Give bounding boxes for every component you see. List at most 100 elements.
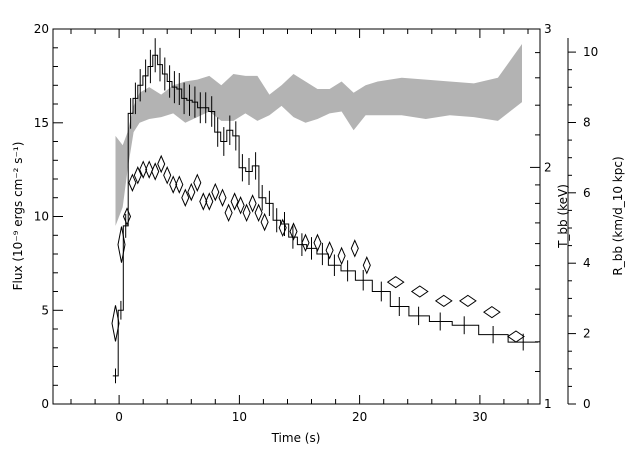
temperature-diamond <box>111 305 120 342</box>
radius-band <box>115 44 522 226</box>
flux-point <box>194 101 196 103</box>
temperature-axis-title: T_bb (keV) <box>556 184 570 249</box>
flux-point <box>241 167 243 169</box>
temperature-tick-label: 1 <box>544 397 552 411</box>
flux-point <box>154 54 156 56</box>
flux-point <box>310 247 313 249</box>
temperature-diamond <box>151 162 160 181</box>
flux-point <box>255 165 257 167</box>
flux-point <box>199 107 201 109</box>
temperature-diamond <box>350 239 359 258</box>
temperature-diamond <box>260 212 269 232</box>
flux-point <box>248 170 250 173</box>
y-tick-label: 0 <box>41 397 49 411</box>
temperature-diamond <box>242 203 251 223</box>
flux-point <box>492 334 494 336</box>
x-tick-label: 0 <box>115 410 123 424</box>
axes-layer <box>52 28 576 405</box>
y-axis-title: Flux (10⁻⁹ ergs cm⁻² s⁻¹) <box>11 142 25 291</box>
temperature-diamond <box>224 203 233 223</box>
flux-point <box>321 253 323 255</box>
flux-histogram <box>112 54 539 377</box>
flux-point <box>178 88 180 90</box>
flux-point <box>362 279 364 281</box>
flux-point <box>223 140 225 143</box>
flux-point <box>463 324 465 326</box>
temperature-diamond <box>362 256 371 275</box>
temperature-diamond <box>163 166 172 185</box>
flux-point <box>114 375 117 377</box>
x-tick-label: 10 <box>232 410 247 424</box>
temperature-diamond <box>313 233 322 253</box>
temperature-diamond <box>181 188 190 207</box>
flux-point <box>183 97 185 99</box>
temperature-diamond <box>122 207 132 226</box>
flux-point <box>333 264 335 266</box>
flux-point <box>276 219 278 221</box>
flux-point <box>229 129 231 131</box>
flux-layer <box>112 38 539 384</box>
radius-tick-label: 8 <box>583 116 591 130</box>
temperature-diamond <box>236 196 245 215</box>
flux-point <box>173 86 175 88</box>
x-tick-label: 20 <box>352 410 367 424</box>
radius-tick-label: 10 <box>583 45 598 59</box>
temperature-diamond <box>199 192 208 211</box>
y-tick-label: 5 <box>41 303 49 317</box>
flux-point <box>261 197 263 199</box>
flux-point <box>159 64 161 66</box>
radius-tick-label: 4 <box>583 256 591 270</box>
temperature-diamond <box>254 203 263 223</box>
temperature-diamond <box>410 285 429 298</box>
temperature-diamond-layer <box>111 154 525 343</box>
temperature-diamond <box>218 188 227 207</box>
radius-band-layer <box>115 44 522 226</box>
radius-tick-label: 6 <box>583 186 591 200</box>
flux-point <box>439 320 441 323</box>
flux-point <box>522 341 524 343</box>
flux-point <box>211 110 213 113</box>
temperature-diamond <box>175 175 184 194</box>
temperature-diamond <box>289 222 298 241</box>
temperature-diamond <box>117 226 126 263</box>
temperature-diamond <box>205 192 214 211</box>
x-tick-label: 30 <box>472 410 487 424</box>
flux-point <box>347 270 349 272</box>
temperature-diamond <box>128 173 137 192</box>
temperature-tick-label: 3 <box>544 22 552 36</box>
temperature-diamond <box>278 218 287 238</box>
temperature-diamond <box>507 330 525 343</box>
flux-point <box>268 202 270 204</box>
flux-point <box>164 73 166 75</box>
y-tick-label: 15 <box>34 116 49 130</box>
flux-point <box>418 315 420 317</box>
temperature-diamond <box>193 173 202 192</box>
flux-point <box>380 290 382 293</box>
temperature-tick-label: 2 <box>544 160 552 174</box>
radius-axis-title: R_bb (km/d_10 kpc) <box>611 156 625 275</box>
temperature-diamond <box>169 175 178 194</box>
flux-point <box>188 99 191 101</box>
y-tick-label: 20 <box>34 22 49 36</box>
temperature-diamond <box>325 241 334 260</box>
flux-point <box>139 84 141 86</box>
radius-tick-label: 0 <box>583 397 591 411</box>
temperature-diamond <box>337 246 346 266</box>
temperature-diamond <box>434 294 453 308</box>
flux-point <box>217 131 219 133</box>
flux-point <box>169 80 171 83</box>
temperature-diamond <box>230 192 239 211</box>
x-axis-title: Time (s) <box>271 431 321 445</box>
temperature-diamond <box>187 182 196 202</box>
flux-point <box>125 225 127 227</box>
radius-tick-label: 2 <box>583 327 591 341</box>
y-tick-label: 10 <box>34 210 49 224</box>
temperature-diamond <box>211 182 220 202</box>
flux-point <box>145 75 147 77</box>
flux-point <box>205 107 207 109</box>
flux-point <box>398 305 400 308</box>
temperature-diamond <box>483 305 501 319</box>
flux-point <box>120 309 122 311</box>
